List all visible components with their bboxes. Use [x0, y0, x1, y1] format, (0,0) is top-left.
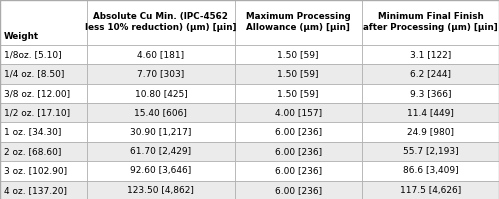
Text: Absolute Cu Min. (IPC-4562
less 10% reduction) (μm) [μin]: Absolute Cu Min. (IPC-4562 less 10% redu… — [85, 12, 237, 32]
Text: 6.2 [244]: 6.2 [244] — [410, 69, 451, 78]
Text: 6.00 [236]: 6.00 [236] — [274, 186, 322, 195]
Bar — [87, 45, 235, 64]
Bar — [362, 45, 499, 64]
Bar — [362, 122, 499, 142]
Bar — [362, 84, 499, 103]
Bar — [235, 64, 362, 84]
Text: 3 oz. [102.90]: 3 oz. [102.90] — [4, 166, 67, 175]
Bar — [0, 181, 87, 199]
Text: 92.60 [3,646]: 92.60 [3,646] — [130, 166, 192, 175]
Bar — [0, 64, 87, 84]
Bar — [0, 45, 87, 64]
Bar — [87, 181, 235, 199]
Bar — [87, 103, 235, 122]
Text: 10.80 [425]: 10.80 [425] — [135, 89, 187, 98]
Bar — [235, 142, 362, 161]
Bar — [87, 161, 235, 181]
Bar — [0, 122, 87, 142]
Bar — [0, 0, 87, 45]
Text: 3/8 oz. [12.00]: 3/8 oz. [12.00] — [4, 89, 70, 98]
Bar — [0, 103, 87, 122]
Bar — [235, 45, 362, 64]
Text: 4.60 [181]: 4.60 [181] — [137, 50, 185, 59]
Text: 123.50 [4,862]: 123.50 [4,862] — [127, 186, 195, 195]
Text: 6.00 [236]: 6.00 [236] — [274, 128, 322, 137]
Bar — [362, 103, 499, 122]
Text: 1/4 oz. [8.50]: 1/4 oz. [8.50] — [4, 69, 64, 78]
Bar — [87, 84, 235, 103]
Text: 1.50 [59]: 1.50 [59] — [277, 89, 319, 98]
Bar — [87, 142, 235, 161]
Text: 24.9 [980]: 24.9 [980] — [407, 128, 454, 137]
Text: 6.00 [236]: 6.00 [236] — [274, 166, 322, 175]
Bar — [0, 142, 87, 161]
Text: 4 oz. [137.20]: 4 oz. [137.20] — [4, 186, 67, 195]
Text: 55.7 [2,193]: 55.7 [2,193] — [403, 147, 458, 156]
Bar — [362, 0, 499, 45]
Text: 3.1 [122]: 3.1 [122] — [410, 50, 451, 59]
Bar — [87, 0, 235, 45]
Bar — [0, 161, 87, 181]
Text: 1/8oz. [5.10]: 1/8oz. [5.10] — [4, 50, 61, 59]
Text: 61.70 [2,429]: 61.70 [2,429] — [130, 147, 192, 156]
Text: 1/2 oz. [17.10]: 1/2 oz. [17.10] — [4, 108, 70, 117]
Bar — [87, 122, 235, 142]
Text: Maximum Processing
Allowance (μm) [μin]: Maximum Processing Allowance (μm) [μin] — [246, 12, 350, 32]
Text: 1 oz. [34.30]: 1 oz. [34.30] — [4, 128, 61, 137]
Bar — [235, 161, 362, 181]
Text: 1.50 [59]: 1.50 [59] — [277, 50, 319, 59]
Text: Minimum Final Finish
after Processing (μm) [μin]: Minimum Final Finish after Processing (μ… — [363, 12, 498, 32]
Text: 6.00 [236]: 6.00 [236] — [274, 147, 322, 156]
Text: 1.50 [59]: 1.50 [59] — [277, 69, 319, 78]
Text: 30.90 [1,217]: 30.90 [1,217] — [130, 128, 192, 137]
Bar — [362, 161, 499, 181]
Text: 117.5 [4,626]: 117.5 [4,626] — [400, 186, 461, 195]
Text: 9.3 [366]: 9.3 [366] — [410, 89, 451, 98]
Text: 11.4 [449]: 11.4 [449] — [407, 108, 454, 117]
Bar — [235, 122, 362, 142]
Text: 4.00 [157]: 4.00 [157] — [274, 108, 322, 117]
Bar — [235, 103, 362, 122]
Bar — [362, 142, 499, 161]
Bar — [235, 181, 362, 199]
Text: Weight: Weight — [4, 32, 39, 41]
Bar — [362, 64, 499, 84]
Bar — [235, 84, 362, 103]
Bar — [362, 181, 499, 199]
Text: 7.70 [303]: 7.70 [303] — [137, 69, 185, 78]
Text: 15.40 [606]: 15.40 [606] — [135, 108, 187, 117]
Bar — [235, 0, 362, 45]
Bar — [87, 64, 235, 84]
Text: 86.6 [3,409]: 86.6 [3,409] — [403, 166, 458, 175]
Text: 2 oz. [68.60]: 2 oz. [68.60] — [4, 147, 61, 156]
Bar — [0, 84, 87, 103]
